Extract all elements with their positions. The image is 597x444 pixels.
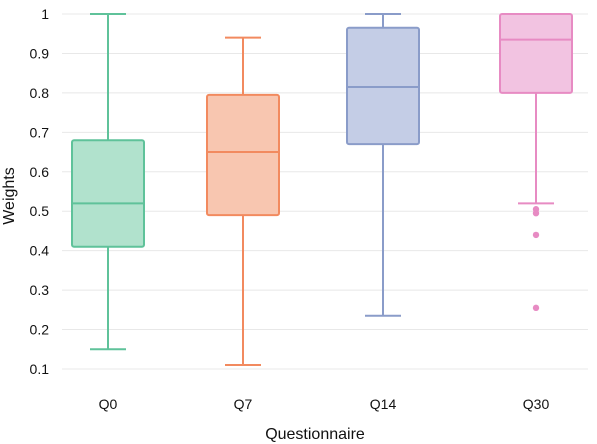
iqr-box [206, 93, 280, 217]
y-tick-label: 0.7 [30, 124, 50, 140]
iqr-box [71, 139, 145, 248]
y-tick-label: 0.6 [30, 164, 50, 180]
y-axis-label: Weights [1, 167, 18, 225]
box-q0 [71, 13, 145, 351]
x-tick-label: Q30 [523, 396, 550, 412]
y-tick-label: 0.2 [30, 322, 50, 338]
x-tick-label: Q7 [234, 396, 253, 412]
outlier-point [532, 209, 540, 217]
box-q7 [206, 36, 280, 367]
outlier-point [532, 304, 540, 312]
x-tick-label: Q14 [370, 396, 397, 412]
y-tick-label: 0.5 [30, 203, 50, 219]
box-q14 [346, 13, 420, 317]
x-tick-label: Q0 [99, 396, 118, 412]
y-tick-label: 0.1 [30, 361, 50, 377]
y-tick-label: 0.3 [30, 282, 50, 298]
box-q30 [499, 13, 573, 312]
y-axis-ticks: 0.1 0.2 0.3 0.4 0.5 0.6 0.7 0.8 0.9 1 [30, 6, 50, 377]
y-tick-label: 0.9 [30, 45, 50, 61]
iqr-box [499, 13, 573, 94]
outlier-point [532, 231, 540, 239]
x-axis-ticks: Q0 Q7 Q14 Q30 [99, 396, 550, 412]
y-tick-label: 1 [41, 6, 49, 22]
y-tick-label: 0.4 [30, 243, 50, 259]
y-tick-label: 0.8 [30, 85, 50, 101]
x-axis-label: Questionnaire [265, 426, 365, 443]
boxes [71, 13, 573, 367]
